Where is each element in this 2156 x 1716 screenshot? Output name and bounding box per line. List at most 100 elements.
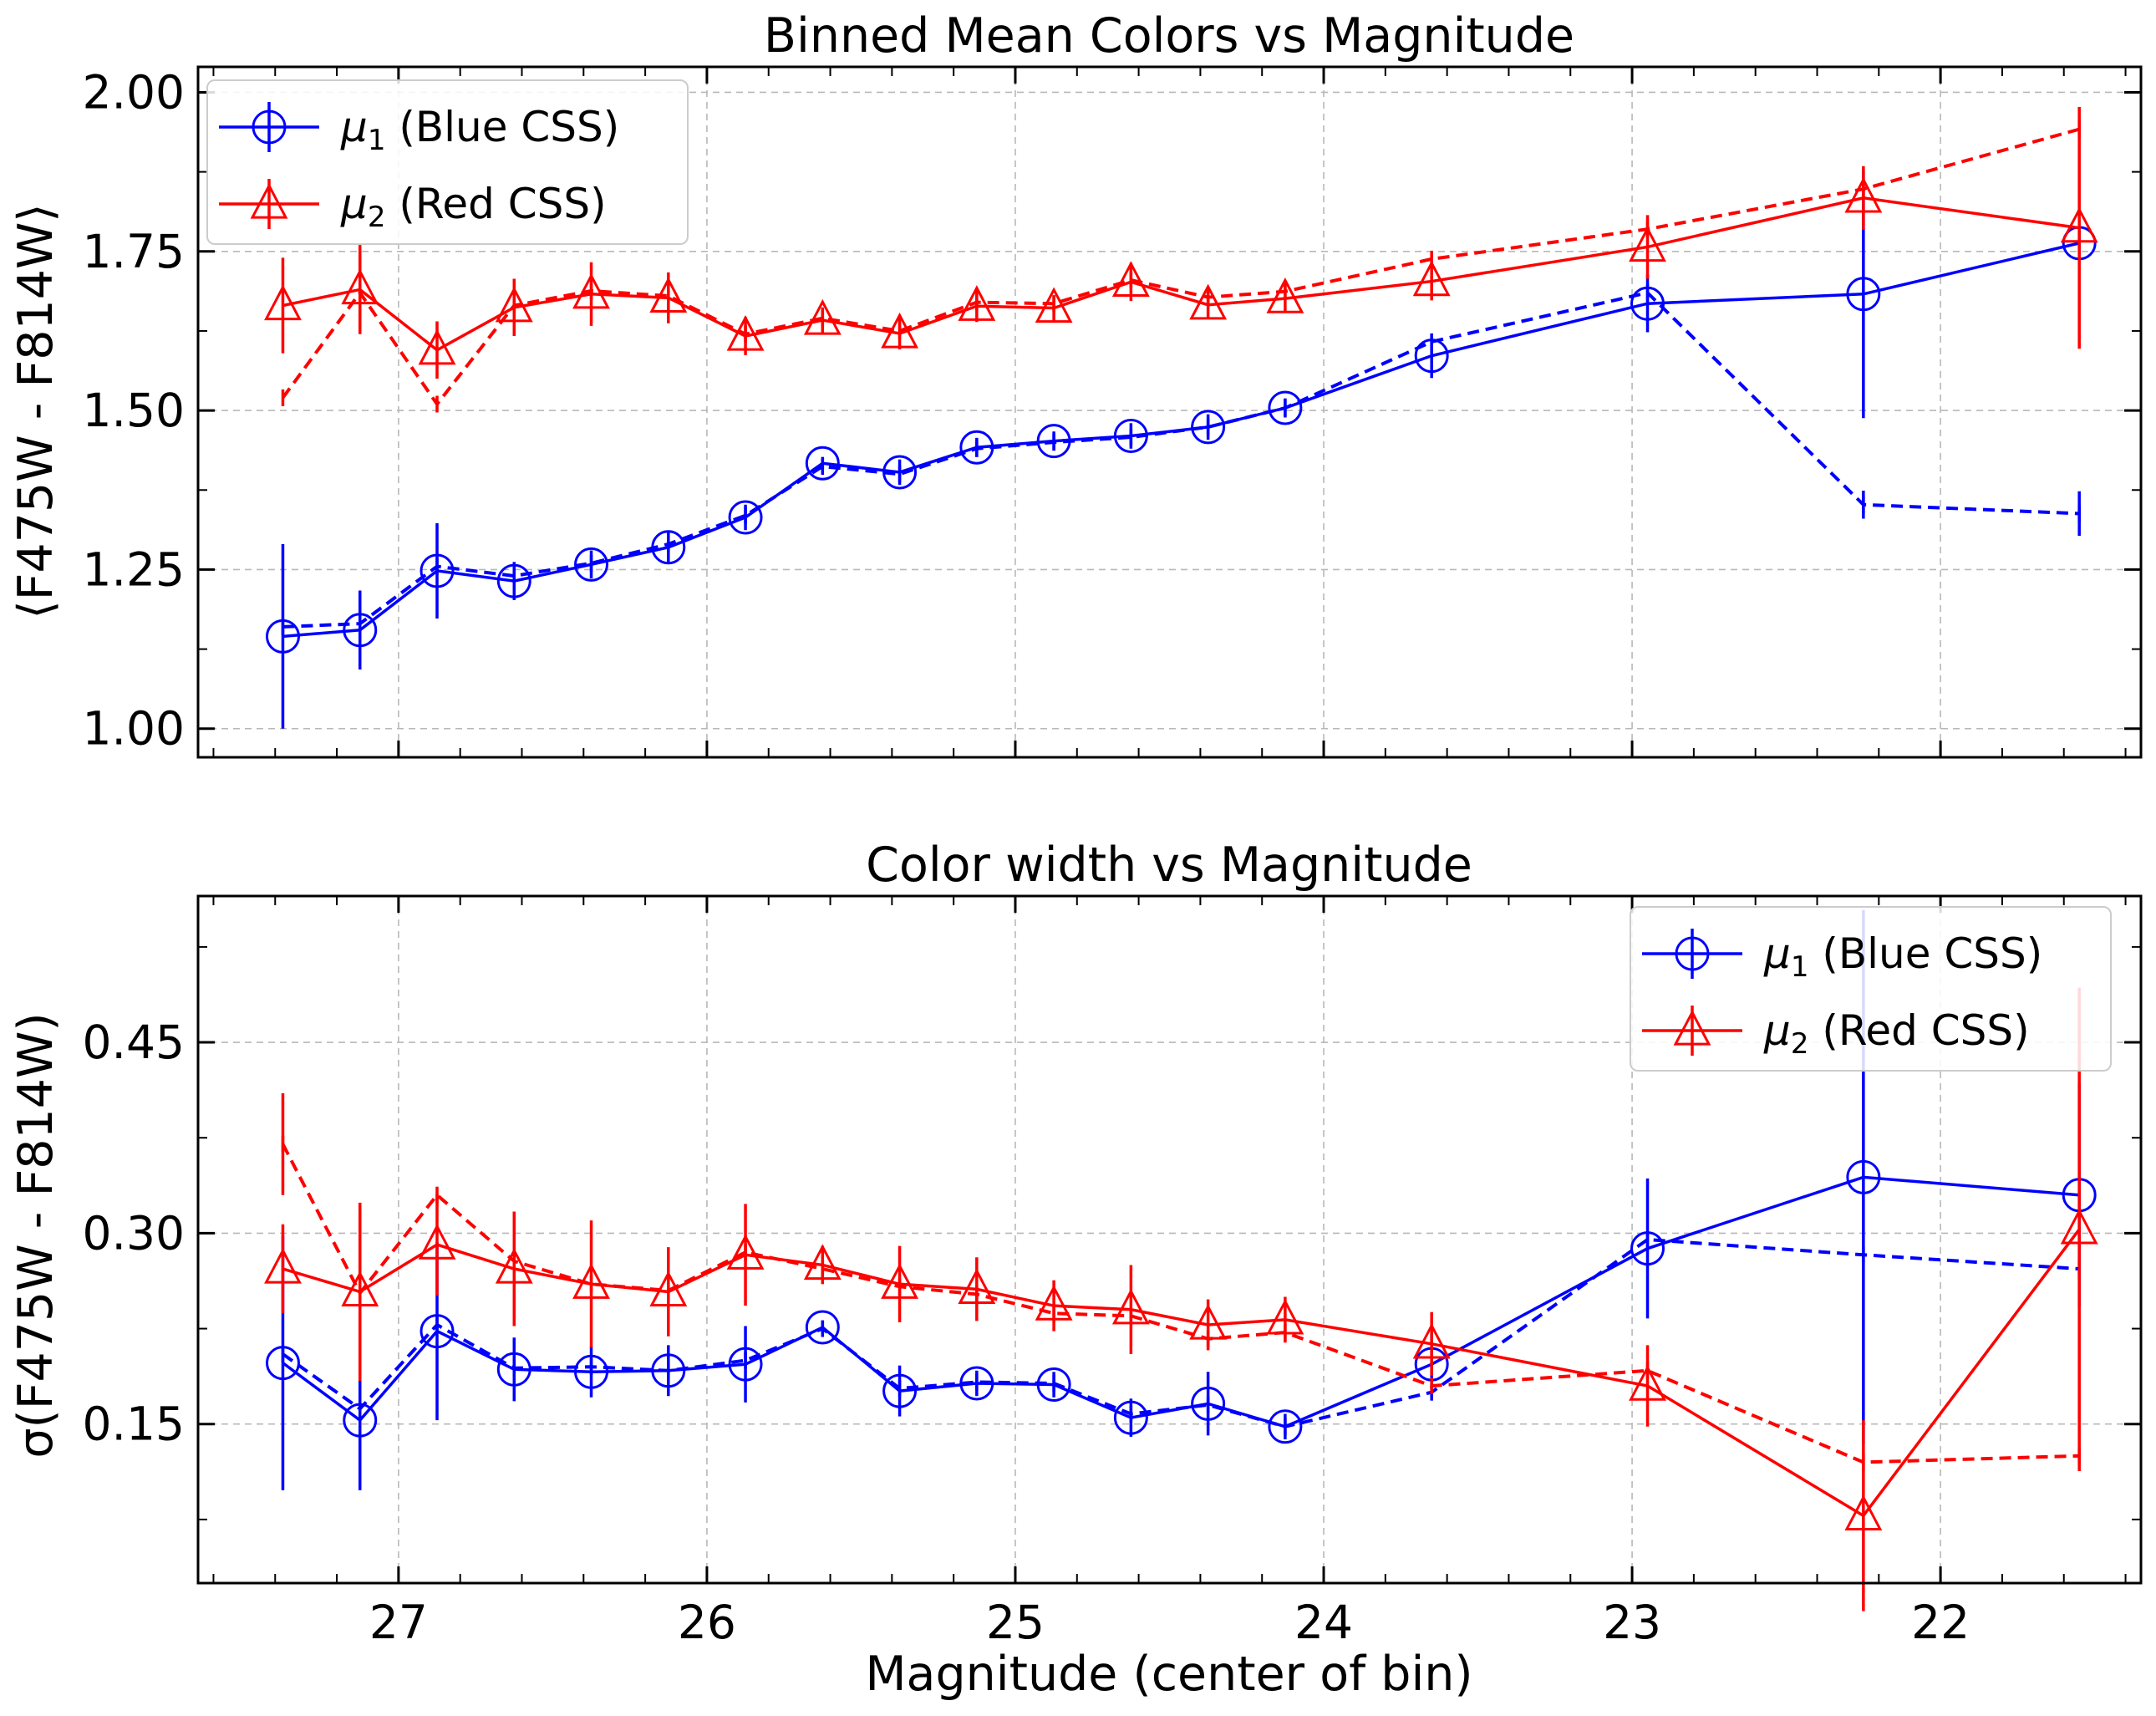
data-point-marker: [1189, 283, 1228, 320]
data-point-marker: [264, 1247, 302, 1284]
data-point-marker: [881, 312, 919, 349]
data-point-marker: [1036, 424, 1071, 459]
data-point-marker: [651, 530, 686, 565]
data-point-marker: [1113, 1400, 1148, 1435]
data-point-marker: [418, 328, 456, 365]
data-point-marker: [959, 1366, 994, 1401]
data-point-marker: [1629, 226, 1666, 262]
data-point-marker: [1035, 1285, 1073, 1321]
data-point-marker: [1035, 287, 1073, 323]
top-panel-mean-colors: Binned Mean Colors vs Magnitude ⟨F475W -…: [8, 8, 2143, 759]
y-tick-label: 2.00: [83, 65, 185, 119]
data-point-marker: [1191, 1386, 1226, 1421]
data-point-marker: [728, 500, 763, 535]
y-tick-label: 1.25: [83, 542, 185, 596]
top-ticks: 1.00 1.25 1.50 1.75 2.00: [83, 65, 2141, 757]
data-point-marker: [574, 1354, 609, 1389]
data-point-marker: [265, 1346, 300, 1381]
data-point-marker: [265, 619, 300, 654]
data-point-marker: [1113, 419, 1148, 454]
y-tick-label: 0.15: [83, 1398, 185, 1451]
y-tick-label: 1.50: [83, 384, 185, 437]
data-point-marker: [881, 1263, 919, 1299]
y-tick-label: 1.75: [83, 225, 185, 278]
data-point-marker: [882, 455, 918, 490]
series-2: [264, 106, 2098, 413]
data-point-marker: [882, 1373, 918, 1408]
series-2: [264, 987, 2098, 1612]
data-point-marker: [726, 1234, 765, 1270]
series-dashed-line: [282, 291, 2080, 629]
data-point-marker: [805, 446, 840, 481]
bottom-ticks: 0.15 0.30 0.45 27 26 25 24 23 22: [83, 896, 2141, 1649]
data-point-marker: [1268, 1409, 1303, 1444]
bottom-axes-frame: [196, 894, 2143, 1585]
series-dashed-line: [282, 1237, 2080, 1428]
bottom-y-axis-label: σ(F475W - F814W): [8, 1012, 64, 1458]
data-point-marker: [1268, 390, 1303, 425]
legend-label: μ1 (Blue CSS): [340, 103, 619, 157]
top-grid: [198, 67, 2141, 757]
data-point-marker: [1844, 176, 1883, 213]
series-solid-line: [282, 1228, 2081, 1518]
data-point-marker: [418, 1224, 456, 1260]
data-point-marker: [420, 1314, 455, 1349]
x-tick-label: 26: [678, 1596, 736, 1649]
top-series: [264, 106, 2098, 729]
bottom-x-axis-label: Magnitude (center of bin): [865, 1647, 1472, 1702]
series-dashed-line: [281, 1143, 2080, 1464]
series-solid-line: [282, 242, 2080, 639]
data-point-marker: [1266, 278, 1304, 313]
legend-label: μ2 (Red CSS): [1763, 1006, 2030, 1061]
data-point-marker: [1266, 1298, 1304, 1335]
data-point-marker: [959, 430, 994, 465]
data-point-marker: [1630, 286, 1665, 321]
bottom-chart-title: Color width vs Magnitude: [866, 838, 1472, 893]
data-point-marker: [496, 563, 531, 598]
data-point-marker: [1629, 1364, 1666, 1401]
data-point-marker: [1846, 1159, 1881, 1194]
data-point-marker: [1111, 1288, 1150, 1325]
data-point-marker: [2060, 206, 2098, 243]
data-point-marker: [803, 298, 842, 335]
data-point-marker: [572, 272, 610, 309]
data-point-marker: [343, 1403, 378, 1438]
y-tick-label: 0.45: [83, 1016, 185, 1069]
top-axes-frame: [196, 65, 2143, 759]
data-point-marker: [1630, 1231, 1665, 1266]
x-tick-label: 27: [369, 1596, 428, 1649]
data-point-marker: [651, 1353, 686, 1388]
data-point-marker: [958, 285, 996, 321]
data-point-marker: [1111, 261, 1150, 297]
data-point-marker: [1189, 1303, 1228, 1340]
data-point-marker: [572, 1263, 610, 1299]
series-solid-line: [282, 1175, 2080, 1428]
data-point-marker: [726, 314, 765, 351]
data-point-marker: [649, 277, 688, 313]
legend-marker: [252, 109, 287, 145]
x-tick-label: 25: [986, 1596, 1045, 1649]
legend-label: μ2 (Red CSS): [340, 180, 607, 234]
data-point-marker: [1036, 1367, 1071, 1403]
data-point-marker: [574, 547, 609, 582]
top-chart-title: Binned Mean Colors vs Magnitude: [764, 8, 1574, 64]
data-point-marker: [341, 1270, 379, 1307]
data-point-marker: [495, 1247, 533, 1284]
legend-marker: [1673, 1009, 1711, 1046]
data-point-marker: [728, 1347, 763, 1382]
data-point-marker: [2060, 1208, 2098, 1245]
data-point-marker: [958, 1268, 996, 1305]
legend-marker: [1675, 936, 1710, 971]
data-point-marker: [495, 286, 533, 323]
data-point-marker: [1844, 1494, 1883, 1530]
bottom-panel-color-width: Color width vs Magnitude σ(F475W - F814W…: [8, 838, 2143, 1702]
data-point-marker: [1414, 339, 1449, 374]
data-point-marker: [1412, 1322, 1451, 1359]
data-point-marker: [1846, 277, 1881, 312]
top-legend: μ1 (Blue CSS) μ2 (Red CSS): [206, 79, 689, 245]
series-1: [265, 170, 2097, 729]
data-point-marker: [1191, 410, 1226, 445]
bottom-legend: μ1 (Blue CSS) μ2 (Red CSS): [1630, 906, 2112, 1072]
data-point-marker: [803, 1244, 842, 1281]
